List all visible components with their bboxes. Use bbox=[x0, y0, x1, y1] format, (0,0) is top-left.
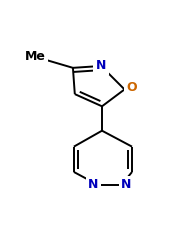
Text: Me: Me bbox=[25, 50, 46, 63]
Text: N: N bbox=[121, 178, 132, 191]
Text: N: N bbox=[88, 178, 99, 191]
Text: O: O bbox=[127, 81, 137, 94]
Text: N: N bbox=[96, 59, 106, 73]
